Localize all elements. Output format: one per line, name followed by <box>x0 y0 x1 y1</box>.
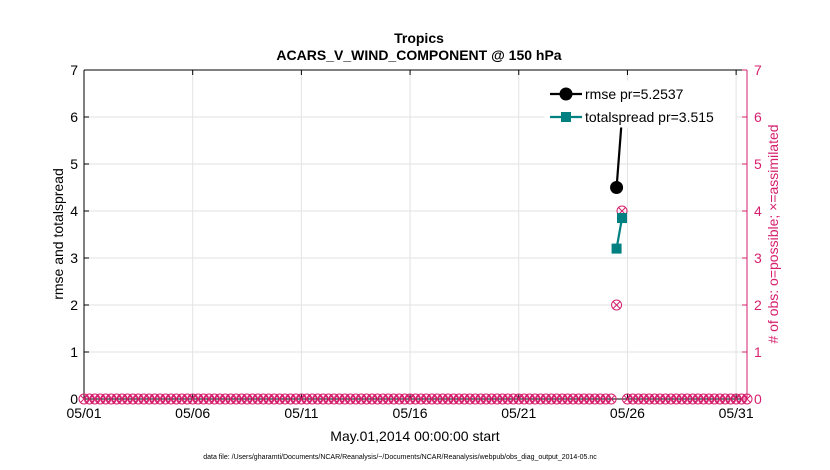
rmse-point <box>610 181 624 194</box>
obs-possible-marker <box>605 393 617 405</box>
chart-subtitle: ACARS_V_WIND_COMPONENT @ 150 hPa <box>276 47 561 63</box>
totalspread-point <box>611 243 622 254</box>
x-tick-label: 05/06 <box>175 405 210 421</box>
y-tick-label: 5 <box>70 156 78 172</box>
legend-box <box>544 80 736 128</box>
x-tick-label: 05/01 <box>66 405 101 421</box>
x-tick-label: 05/11 <box>284 405 318 421</box>
obs-assimilated-marker <box>612 301 621 309</box>
y-tick-label-right: 6 <box>754 109 762 125</box>
obs-possible-marker <box>611 299 623 311</box>
y-tick-label-right: 5 <box>754 156 762 172</box>
y-tick-label-right: 3 <box>754 250 762 266</box>
y-tick-label-right: 1 <box>754 344 762 360</box>
y-tick-label: 0 <box>70 391 78 407</box>
totalspread-point <box>617 213 628 224</box>
y-tick-label: 1 <box>70 344 78 360</box>
series <box>610 110 629 254</box>
legend: rmse pr=5.2537 totalspread pr=3.515 <box>544 80 736 128</box>
y-tick-label-right: 4 <box>754 203 762 219</box>
y-tick-label-right: 2 <box>754 297 762 313</box>
obs-markers <box>78 205 753 405</box>
x-tick-label: 05/31 <box>719 405 754 421</box>
y-tick-label: 2 <box>70 297 78 313</box>
legend-totalspread-label: totalspread pr=3.515 <box>585 109 714 125</box>
legend-totalspread-marker <box>561 112 571 122</box>
obs-assimilated-marker <box>743 395 751 403</box>
obs-assimilated-marker <box>607 395 615 403</box>
x-tick-label: 05/26 <box>610 405 645 421</box>
y-tick-label: 4 <box>70 203 78 219</box>
legend-rmse-label: rmse pr=5.2537 <box>585 86 684 102</box>
y-axis-label-right: # of obs: o=possible; ×=assimilated <box>765 124 781 343</box>
y-tick-label-right: 0 <box>754 391 762 407</box>
y-axis-label: rmse and totalspread <box>50 168 66 300</box>
obs-possible-marker <box>741 393 753 405</box>
totalspread-line <box>615 217 624 249</box>
chart-title: Tropics <box>394 30 444 46</box>
x-axis-label: May.01,2014 00:00:00 start <box>330 428 500 444</box>
y-tick-label: 3 <box>70 250 78 266</box>
x-tick-label: 05/21 <box>501 405 536 421</box>
x-tick-label: 05/16 <box>393 405 428 421</box>
rmse-line <box>615 116 624 188</box>
legend-rmse-marker <box>559 87 573 101</box>
y-tick-label: 7 <box>70 62 78 78</box>
y-tick-label: 6 <box>70 109 78 125</box>
y-tick-label-right: 7 <box>754 62 762 78</box>
footnote: data file: /Users/gharamti/Documents/NCA… <box>203 454 597 461</box>
